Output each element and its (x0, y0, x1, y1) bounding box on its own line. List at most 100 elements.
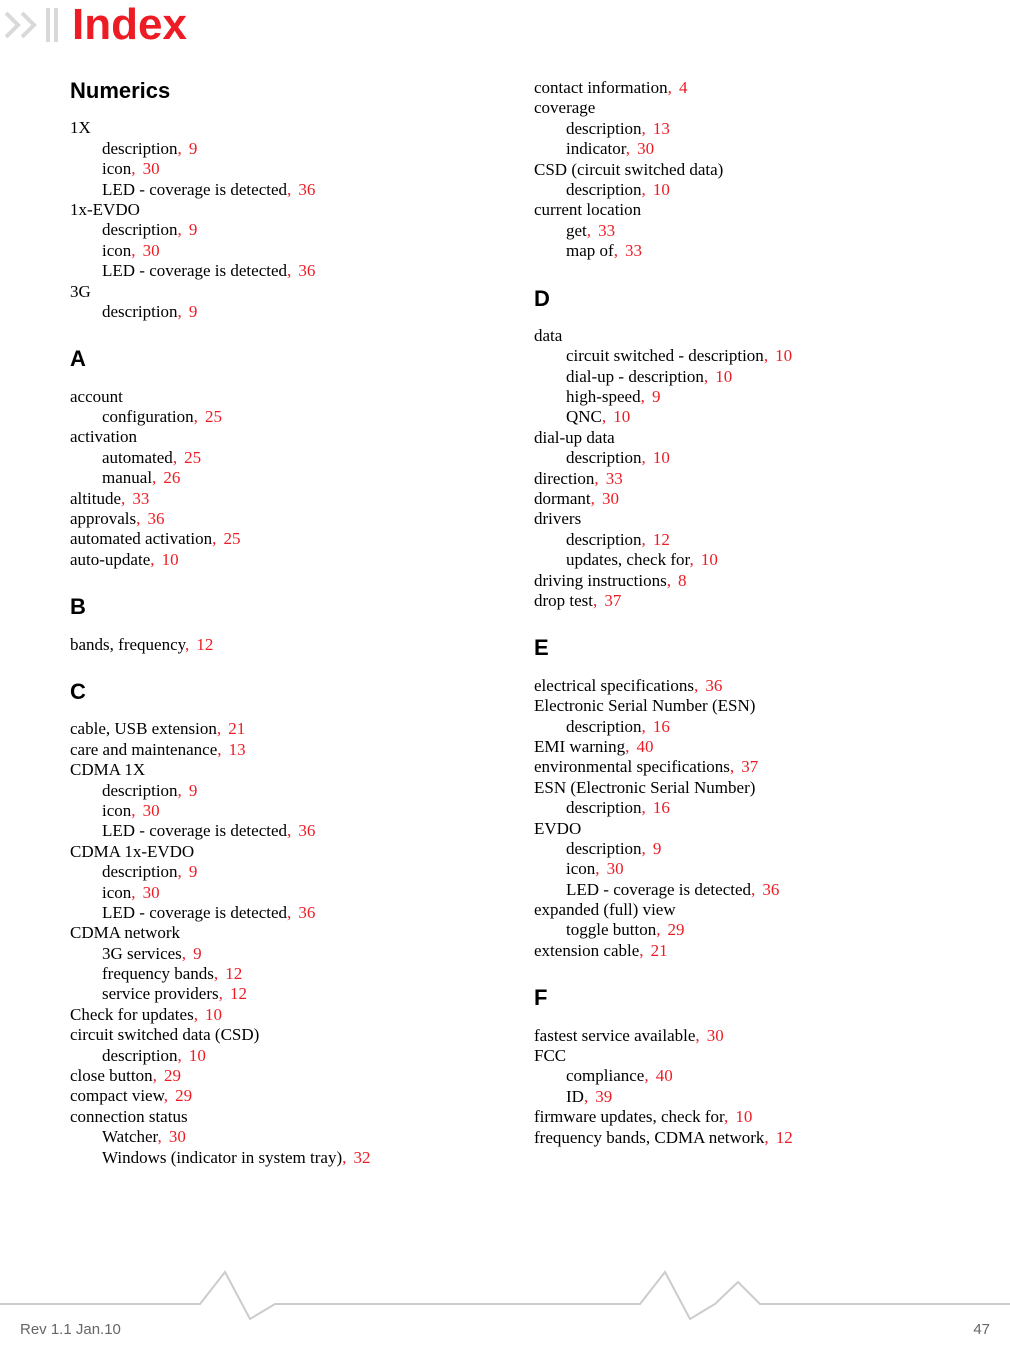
index-entry-separator: , (178, 1046, 189, 1065)
index-page-ref[interactable]: 32 (353, 1148, 370, 1167)
index-page-ref[interactable]: 21 (651, 941, 668, 960)
index-page-ref[interactable]: 12 (776, 1128, 793, 1147)
index-page-ref[interactable]: 39 (595, 1087, 612, 1106)
index-page-ref[interactable]: 10 (189, 1046, 206, 1065)
index-entry-text: CDMA network (70, 923, 180, 942)
index-page-ref[interactable]: 16 (653, 717, 670, 736)
index-entry-separator: , (287, 180, 298, 199)
index-page-ref[interactable]: 33 (625, 241, 642, 260)
index-page-ref[interactable]: 30 (143, 801, 160, 820)
index-entry-text: description (102, 302, 178, 321)
index-page-ref[interactable]: 10 (775, 346, 792, 365)
index-page-ref[interactable]: 9 (189, 139, 198, 158)
index-page-ref[interactable]: 36 (298, 180, 315, 199)
index-entry-separator: , (642, 798, 653, 817)
index-entry: dial-up - description, 10 (566, 367, 970, 387)
index-page-ref[interactable]: 36 (147, 509, 164, 528)
index-page-ref[interactable]: 16 (653, 798, 670, 817)
index-entry: electrical specifications, 36 (534, 676, 970, 696)
index-page-ref[interactable]: 30 (143, 883, 160, 902)
index-page-ref[interactable]: 29 (175, 1086, 192, 1105)
index-page-ref[interactable]: 29 (668, 920, 685, 939)
index-entry: EVDO (534, 819, 970, 839)
index-entry-text: expanded (full) view (534, 900, 676, 919)
index-page-ref[interactable]: 12 (225, 964, 242, 983)
index-page-ref[interactable]: 13 (653, 119, 670, 138)
index-entry-text: driving instructions (534, 571, 667, 590)
index-entry-text: 3G (70, 282, 91, 301)
index-page-ref[interactable]: 25 (205, 407, 222, 426)
index-entry-separator: , (614, 241, 625, 260)
index-page-ref[interactable]: 36 (298, 821, 315, 840)
index-page-ref[interactable]: 25 (184, 448, 201, 467)
index-entry-text: indicator (566, 139, 626, 158)
index-entry-text: CSD (circuit switched data) (534, 160, 723, 179)
index-entry-text: 3G services (102, 944, 182, 963)
index-entry-text: description (102, 220, 178, 239)
index-page-ref[interactable]: 37 (741, 757, 758, 776)
index-page-ref[interactable]: 29 (164, 1066, 181, 1085)
index-page-ref[interactable]: 30 (707, 1026, 724, 1045)
index-entry-text: care and maintenance (70, 740, 217, 759)
index-page-ref[interactable]: 30 (169, 1127, 186, 1146)
index-entry-separator: , (593, 591, 604, 610)
index-page-ref[interactable]: 9 (193, 944, 202, 963)
index-entry-text: LED - coverage is detected (566, 880, 751, 899)
index-section-heading: E (534, 635, 970, 661)
index-entry-text: dormant (534, 489, 591, 508)
index-page-ref[interactable]: 13 (229, 740, 246, 759)
index-page-ref[interactable]: 10 (653, 180, 670, 199)
index-page-ref[interactable]: 40 (656, 1066, 673, 1085)
index-page-ref[interactable]: 26 (163, 468, 180, 487)
index-page-ref[interactable]: 12 (196, 635, 213, 654)
header-decoration (4, 5, 66, 45)
index-page-ref[interactable]: 30 (143, 159, 160, 178)
index-page-ref[interactable]: 25 (223, 529, 240, 548)
index-page-ref[interactable]: 10 (613, 407, 630, 426)
index-page-ref[interactable]: 30 (602, 489, 619, 508)
index-page-ref[interactable]: 12 (653, 530, 670, 549)
index-entry-text: description (566, 119, 642, 138)
index-entry-text: map of (566, 241, 614, 260)
index-page-ref[interactable]: 36 (762, 880, 779, 899)
page-title: Index (72, 0, 187, 50)
index-page-ref[interactable]: 37 (604, 591, 621, 610)
index-entry-separator: , (704, 367, 715, 386)
index-page-ref[interactable]: 33 (132, 489, 149, 508)
index-page-ref[interactable]: 30 (143, 241, 160, 260)
index-page-ref[interactable]: 10 (205, 1005, 222, 1024)
index-section-heading: A (70, 346, 506, 372)
index-page-ref[interactable]: 10 (162, 550, 179, 569)
index-entry-separator: , (642, 448, 653, 467)
index-page-ref[interactable]: 9 (189, 781, 198, 800)
index-page-ref[interactable]: 36 (705, 676, 722, 695)
index-entry-separator: , (625, 737, 636, 756)
index-page-ref[interactable]: 8 (678, 571, 687, 590)
index-page-ref[interactable]: 9 (189, 220, 198, 239)
index-page-ref[interactable]: 10 (701, 550, 718, 569)
index-entry-separator: , (626, 139, 637, 158)
index-entry: icon, 30 (102, 801, 506, 821)
index-page-ref[interactable]: 10 (653, 448, 670, 467)
index-page-ref[interactable]: 21 (228, 719, 245, 738)
index-page-ref[interactable]: 9 (652, 387, 661, 406)
index-page-ref[interactable]: 30 (607, 859, 624, 878)
index-entry: 3G (70, 282, 506, 302)
index-page-ref[interactable]: 4 (679, 78, 688, 97)
index-page-ref[interactable]: 30 (637, 139, 654, 158)
index-page-ref[interactable]: 10 (715, 367, 732, 386)
index-page-ref[interactable]: 36 (298, 903, 315, 922)
index-page-ref[interactable]: 10 (735, 1107, 752, 1126)
index-entry-separator: , (751, 880, 762, 899)
index-page-ref[interactable]: 33 (598, 221, 615, 240)
index-page-ref[interactable]: 9 (189, 862, 198, 881)
index-page-ref[interactable]: 9 (189, 302, 198, 321)
index-entry-separator: , (584, 1087, 595, 1106)
index-page-ref[interactable]: 33 (606, 469, 623, 488)
index-entry-separator: , (131, 801, 142, 820)
index-page-ref[interactable]: 9 (653, 839, 662, 858)
index-page-ref[interactable]: 40 (636, 737, 653, 756)
index-entry-text: EVDO (534, 819, 581, 838)
index-page-ref[interactable]: 36 (298, 261, 315, 280)
index-page-ref[interactable]: 12 (230, 984, 247, 1003)
